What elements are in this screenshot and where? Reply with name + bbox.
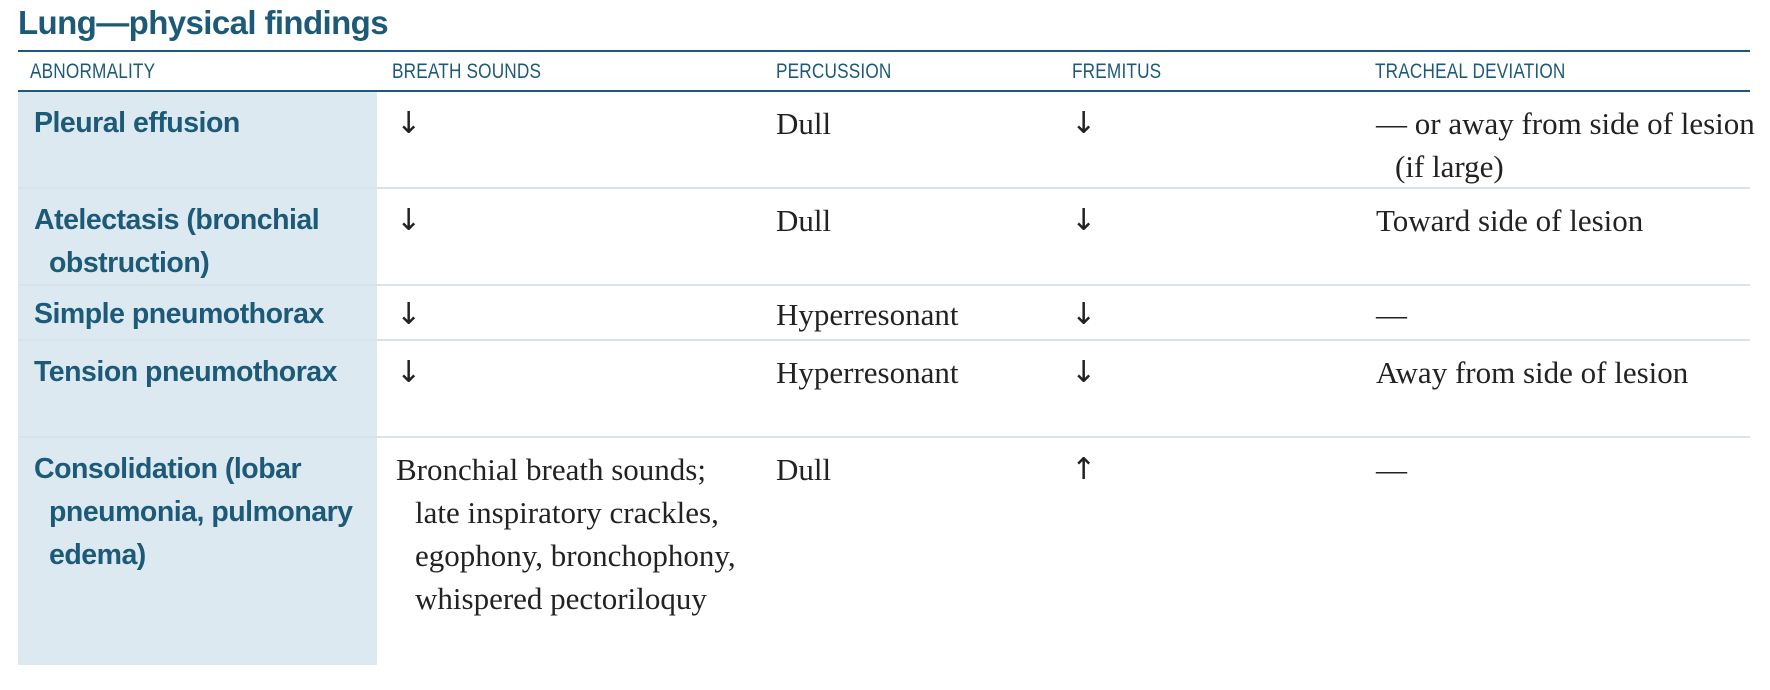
percussion-cell: Dull (776, 452, 832, 487)
percussion-cell: Dull (776, 203, 832, 238)
row-divider (18, 187, 1750, 189)
fremitus-arrow: ↓ (1071, 355, 1097, 390)
table-row: Tension pneumothorax ↓ Hyperresonant ↓ A… (18, 341, 1750, 438)
page-title: Lung—physical findings (18, 4, 389, 41)
abnormality-cell: Consolidation (lobar pneumonia, pulmonar… (34, 453, 353, 571)
breath-sounds-arrow: ↓ (396, 297, 422, 332)
breath-sounds-arrow: ↓ (396, 355, 422, 390)
header-percussion: PERCUSSION (776, 60, 892, 83)
fremitus-arrow: ↓ (1071, 297, 1097, 332)
abnormality-cell: Simple pneumothorax (34, 298, 324, 330)
tracheal-deviation-cell: Toward side of lesion (1376, 203, 1644, 238)
row-label-shade (18, 438, 377, 665)
row-label-shade (18, 286, 377, 341)
row-label-shade (18, 341, 377, 438)
table-row: Atelectasis (bronchial obstruction) ↓ Du… (18, 189, 1750, 286)
header-abnormality: ABNORMALITY (30, 60, 156, 83)
header-fremitus: FREMITUS (1072, 60, 1162, 83)
percussion-cell: Hyperresonant (776, 297, 959, 332)
table-row: Consolidation (lobar pneumonia, pulmonar… (18, 438, 1750, 665)
percussion-cell: Hyperresonant (776, 355, 959, 390)
table-header: ABNORMALITY BREATH SOUNDS PERCUSSION FRE… (18, 52, 1750, 90)
tracheal-deviation-cell: — (1376, 452, 1407, 487)
fremitus-arrow: ↑ (1071, 452, 1097, 487)
table-row: Pleural effusion ↓ Dull ↓ — or away from… (18, 92, 1755, 189)
row-divider (18, 284, 1750, 286)
header-bottom-rule (18, 90, 1750, 92)
header-breath-sounds: BREATH SOUNDS (392, 60, 542, 83)
fremitus-arrow: ↓ (1071, 203, 1097, 238)
tracheal-deviation-cell: Away from side of lesion (1376, 355, 1689, 390)
breath-sounds-arrow: ↓ (396, 203, 422, 238)
abnormality-cell: Atelectasis (bronchial obstruction) (34, 204, 320, 279)
row-divider (18, 339, 1750, 341)
fremitus-arrow: ↓ (1071, 106, 1097, 141)
percussion-cell: Dull (776, 106, 832, 141)
tracheal-deviation-cell: — (1376, 297, 1407, 332)
table-row: Simple pneumothorax ↓ Hyperresonant ↓ — (18, 286, 1750, 341)
row-divider (18, 436, 1750, 438)
row-label-shade (18, 189, 377, 286)
tracheal-deviation-cell: — or away from side of lesion (if large) (1376, 106, 1755, 184)
breath-sounds-arrow: ↓ (396, 106, 422, 141)
abnormality-cell: Tension pneumothorax (34, 356, 338, 388)
abnormality-cell: Pleural effusion (34, 107, 240, 139)
header-top-rule (18, 50, 1750, 52)
breath-sounds-cell: Bronchial breath sounds; late inspirator… (396, 452, 736, 616)
header-tracheal-deviation: TRACHEAL DEVIATION (1375, 60, 1566, 83)
row-label-shade (18, 92, 377, 189)
